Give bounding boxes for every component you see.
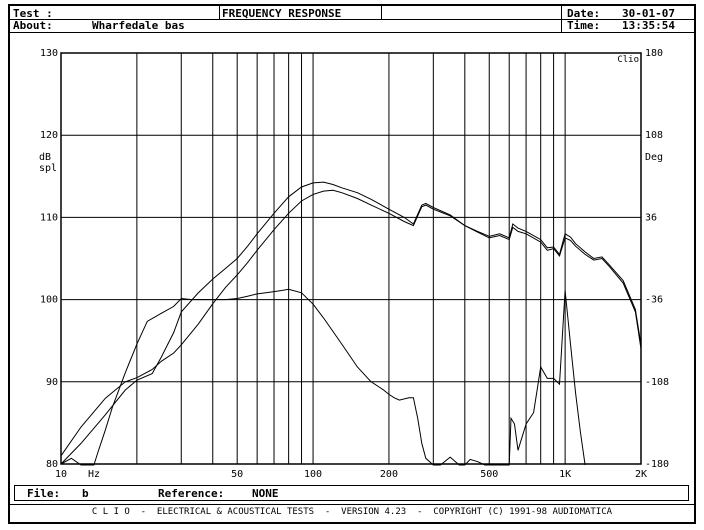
page-title: FREQUENCY RESPONSE [222, 7, 342, 20]
about-value: Wharfedale bas [92, 19, 185, 32]
footer-divider [9, 504, 695, 505]
date-value: 30-01-07 [622, 7, 675, 20]
header-row-divider [9, 19, 695, 20]
time-label: Time: [567, 19, 601, 32]
date-label: Date: [567, 7, 601, 20]
title-divider-right [381, 5, 382, 19]
header-bottom-divider [9, 32, 695, 33]
window-frame [8, 4, 696, 524]
file-info-box [14, 485, 689, 501]
reference-label: Reference: [158, 487, 225, 500]
title-divider-left [219, 5, 220, 19]
credits-line: C L I O - ELECTRICAL & ACOUSTICAL TESTS … [91, 507, 613, 517]
about-label: About: [13, 19, 53, 32]
file-value: b [82, 487, 89, 500]
test-label: Test : [13, 7, 53, 20]
file-label: File: [27, 487, 61, 500]
reference-value: NONE [252, 487, 279, 500]
time-value: 13:35:54 [622, 19, 675, 32]
header-divider-right [561, 5, 562, 32]
